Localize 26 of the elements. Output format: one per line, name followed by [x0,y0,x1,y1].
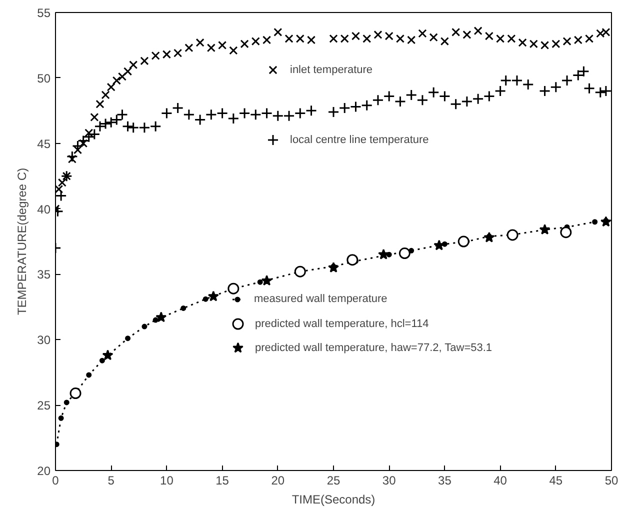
legend-label: predicted wall temperature, haw=77.2, Taw=53.1 [255,342,492,354]
y-tick-label: 30 [37,333,51,348]
x-tick-label: 50 [604,474,618,488]
x-tick-label: 40 [494,474,508,488]
y-tick-label: 20 [37,464,51,478]
x-tick-label: 15 [216,474,230,488]
y-tick-label: 40 [37,202,51,216]
x-tick-label: 10 [160,474,174,488]
y-tick-label: 50 [37,71,51,86]
legend-label: local centre line temperature [290,134,429,146]
x-tick-label: 25 [326,474,340,488]
x-tick-label: 20 [271,474,285,488]
x-axis-title: TIME(Seconds) [292,492,376,506]
legend-label: inlet temperature [290,64,373,76]
y-axis-title: TEMPERATURE(degree C) [15,168,30,316]
legend-label: measured wall temperature [254,293,388,305]
legend-label: predicted wall temperature, hcl=114 [255,318,429,330]
x-tick-label: 30 [382,474,396,488]
x-tick-label: 0 [52,474,60,488]
x-tick-label: 5 [108,474,115,488]
x-tick-label: 35 [438,474,452,488]
y-tick-label: 35 [37,268,51,282]
y-tick-label: 45 [37,136,51,151]
x-tick-label: 45 [549,474,563,488]
y-tick-label: 55 [37,6,51,20]
y-tick-label: 25 [37,398,51,413]
